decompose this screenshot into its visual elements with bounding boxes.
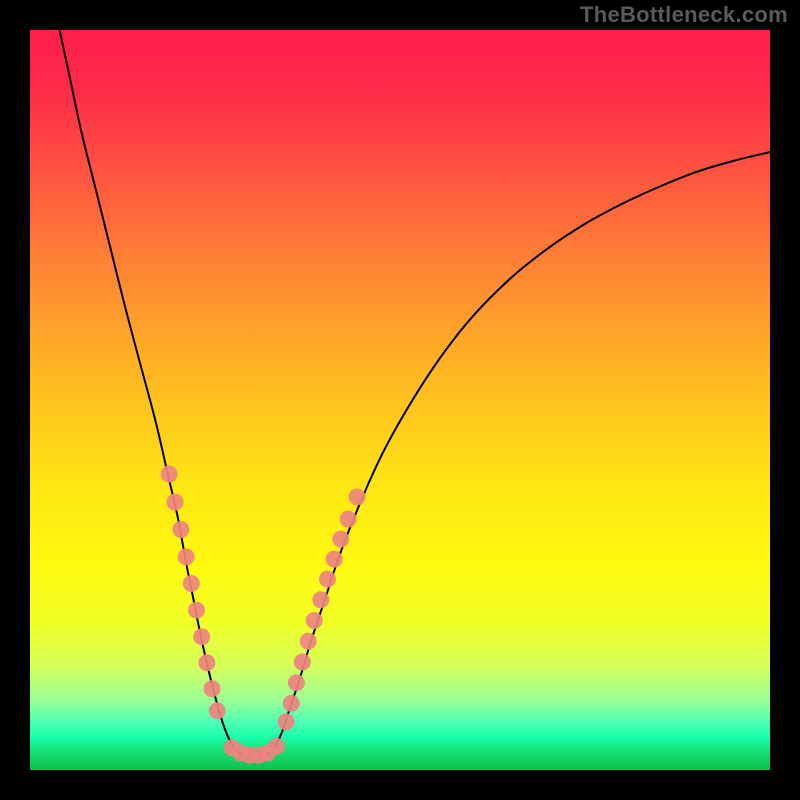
marker-dot — [340, 511, 357, 528]
marker-dot — [278, 713, 295, 730]
marker-dot — [332, 531, 349, 548]
marker-dot — [183, 575, 200, 592]
marker-dot — [172, 521, 189, 538]
marker-dot — [167, 494, 184, 511]
marker-dot — [188, 602, 205, 619]
marker-dot — [349, 488, 366, 505]
marker-dot — [306, 612, 323, 629]
marker-dot — [312, 591, 329, 608]
marker-dot — [319, 571, 336, 588]
marker-dot — [288, 674, 305, 691]
marker-dot — [204, 680, 221, 697]
marker-dot — [193, 628, 210, 645]
watermark-text: TheBottleneck.com — [580, 2, 788, 28]
marker-dot — [198, 654, 215, 671]
marker-dot — [209, 702, 226, 719]
marker-dot — [294, 653, 311, 670]
marker-dot — [283, 695, 300, 712]
plot-background — [30, 30, 770, 770]
marker-dot — [161, 466, 178, 483]
marker-dot — [326, 551, 343, 568]
chart-svg — [0, 0, 800, 800]
marker-dot — [268, 738, 285, 755]
marker-dot — [300, 633, 317, 650]
marker-dot — [178, 548, 195, 565]
chart-stage: TheBottleneck.com — [0, 0, 800, 800]
